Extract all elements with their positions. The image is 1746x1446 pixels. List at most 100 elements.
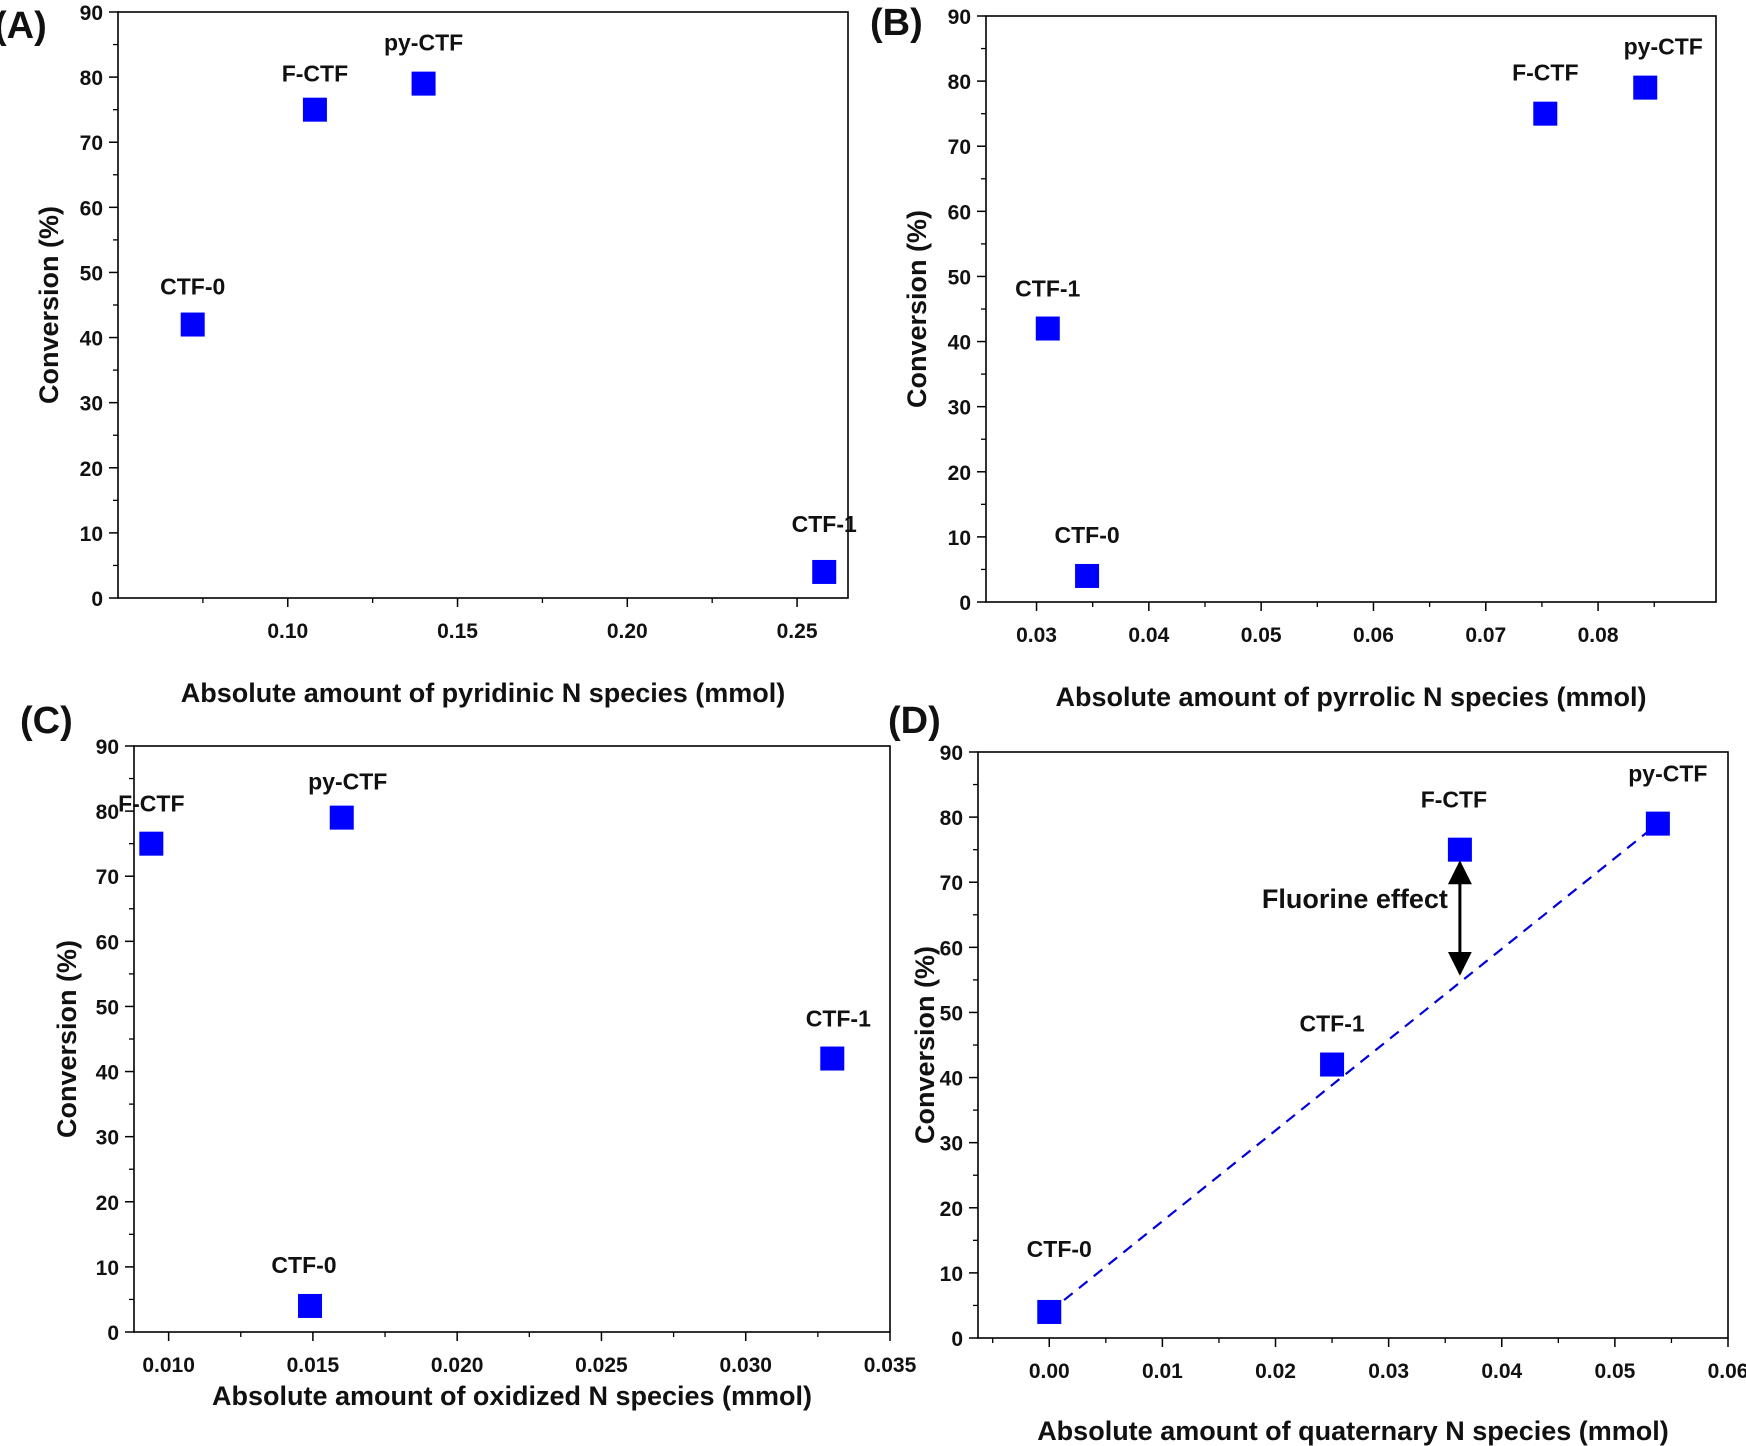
x-tick-label: 0.01: [1142, 1360, 1183, 1383]
panel-label: (C): [20, 700, 73, 742]
point-label-ctf-0: CTF-0: [271, 1252, 336, 1278]
y-tick-label: 40: [80, 328, 103, 351]
panel-c: (C) 0 10 20 30 40 50 60 70 80 90 0.010 0.015 0.020 0.0…: [20, 700, 917, 1411]
point-label-ctf-0: CTF-0: [160, 274, 225, 300]
x-tick-label: 0.02: [1255, 1360, 1296, 1383]
y-tick-label: 20: [80, 458, 103, 481]
y-axis-title: Conversion (%): [34, 206, 64, 404]
data-point-ctf-0: [1075, 563, 1100, 588]
x-tick-label: 0.010: [142, 1354, 195, 1377]
y-tick-label: 90: [80, 2, 103, 25]
plot-frame: [133, 745, 891, 1333]
y-tick-label: 90: [940, 742, 963, 765]
x-tick-label: 0.10: [267, 620, 308, 643]
y-tick-label: 90: [948, 6, 971, 29]
y-tick-label: 0: [91, 588, 103, 611]
y-tick-label: 0: [107, 1322, 119, 1345]
x-tick-label: 0.07: [1465, 624, 1506, 647]
point-label-ctf-0: CTF-0: [1027, 1236, 1092, 1262]
y-tick-label: 60: [940, 937, 963, 960]
panel-a: (A) 0 10 20 30 40 50 60 70 80 90 0.10 0.15 0.20 0.25 Ab…: [0, 2, 857, 708]
x-tick-label: 0.025: [575, 1354, 628, 1377]
x-axis-title: Absolute amount of pyrrolic N species (m…: [1055, 682, 1646, 712]
x-axis-title: Absolute amount of pyridinic N species (…: [181, 678, 786, 708]
x-tick-label: 0.15: [437, 620, 478, 643]
data-point-ctf-0: [180, 312, 205, 337]
x-tick-label: 0.00: [1029, 1360, 1070, 1383]
x-axis-title: Absolute amount of oxidized N species (m…: [212, 1381, 812, 1411]
y-axis-title: Conversion (%): [902, 210, 932, 408]
y-tick-label: 30: [80, 393, 103, 416]
y-tick-label: 20: [948, 462, 971, 485]
point-label-ctf-1: CTF-1: [1015, 276, 1080, 302]
panel-b: (B) 0 10 20 30 40 50 60 70 80 90 0.03 0.04 0.05 0.06 0.…: [870, 2, 1717, 712]
point-label-ctf-0: CTF-0: [1054, 522, 1119, 548]
data-point-f-ctf: [302, 97, 327, 122]
y-tick-label: 10: [96, 1257, 119, 1280]
fluorine-effect-label: Fluorine effect: [1262, 884, 1448, 914]
x-tick-label: 0.020: [431, 1354, 484, 1377]
y-tick-label: 70: [96, 866, 119, 889]
x-tick-label: 0.03: [1016, 624, 1057, 647]
y-tick-label: 20: [96, 1192, 119, 1215]
y-tick-label: 50: [940, 1002, 963, 1025]
point-label-f-ctf: F-CTF: [1421, 787, 1487, 813]
x-tick-label: 0.04: [1128, 624, 1169, 647]
panel-label: (B): [870, 2, 923, 44]
y-tick-label: 70: [80, 132, 103, 155]
x-tick-label: 0.25: [777, 620, 818, 643]
point-label-py-ctf: py-CTF: [384, 30, 463, 56]
y-tick-label: 80: [940, 807, 963, 830]
x-tick-label: 0.06: [1708, 1360, 1746, 1383]
panel-label: (D): [888, 700, 941, 742]
point-label-py-ctf: py-CTF: [1628, 761, 1707, 787]
panel-d: (D) 0 10 20 30 40 50 60 70 80 90 0.00 0.01 0.02 0.03 0.…: [888, 700, 1746, 1446]
point-label-f-ctf: F-CTF: [1512, 60, 1578, 86]
data-point-ctf-1: [1035, 316, 1060, 341]
point-label-f-ctf: F-CTF: [118, 791, 184, 817]
trend-line: [1048, 822, 1659, 1313]
data-point-py-ctf: [1633, 75, 1658, 100]
y-tick-label: 30: [940, 1133, 963, 1156]
x-tick-label: 0.015: [287, 1354, 340, 1377]
x-axis-title: Absolute amount of quaternary N species …: [1037, 1416, 1669, 1446]
data-point-ctf-1: [1320, 1052, 1345, 1077]
y-axis-title: Conversion (%): [910, 946, 940, 1144]
y-tick-label: 50: [96, 996, 119, 1019]
y-tick-label: 40: [948, 332, 971, 355]
y-tick-label: 40: [940, 1068, 963, 1091]
point-label-py-ctf: py-CTF: [1624, 34, 1703, 60]
y-tick-label: 80: [948, 71, 971, 94]
data-point-py-ctf: [329, 805, 354, 830]
data-point-py-ctf: [1645, 811, 1670, 836]
x-tick-label: 0.030: [719, 1354, 772, 1377]
x-tick-label: 0.03: [1368, 1360, 1409, 1383]
y-tick-label: 50: [80, 262, 103, 285]
data-point-f-ctf: [1447, 837, 1472, 862]
y-axis-title: Conversion (%): [52, 940, 82, 1138]
x-tick-label: 0.20: [607, 620, 648, 643]
x-tick-label: 0.08: [1578, 624, 1619, 647]
y-tick-label: 70: [948, 136, 971, 159]
y-tick-label: 10: [940, 1263, 963, 1286]
x-tick-label: 0.05: [1241, 624, 1282, 647]
data-point-ctf-1: [820, 1046, 845, 1071]
point-label-ctf-1: CTF-1: [792, 511, 857, 537]
y-tick-label: 80: [96, 801, 119, 824]
y-tick-label: 60: [80, 197, 103, 220]
y-tick-label: 50: [948, 266, 971, 289]
x-tick-label: 0.06: [1353, 624, 1394, 647]
y-tick-label: 60: [96, 931, 119, 954]
x-tick-label: 0.05: [1594, 1360, 1635, 1383]
plot-frame: [117, 11, 849, 599]
point-label-f-ctf: F-CTF: [282, 61, 348, 87]
y-tick-label: 30: [96, 1127, 119, 1150]
x-tick-label: 0.04: [1481, 1360, 1522, 1383]
panel-label: (A): [0, 5, 47, 47]
y-tick-label: 20: [940, 1198, 963, 1221]
y-tick-label: 0: [951, 1328, 963, 1351]
data-point-ctf-0: [298, 1293, 323, 1318]
y-tick-label: 80: [80, 67, 103, 90]
point-label-ctf-1: CTF-1: [806, 1006, 871, 1032]
